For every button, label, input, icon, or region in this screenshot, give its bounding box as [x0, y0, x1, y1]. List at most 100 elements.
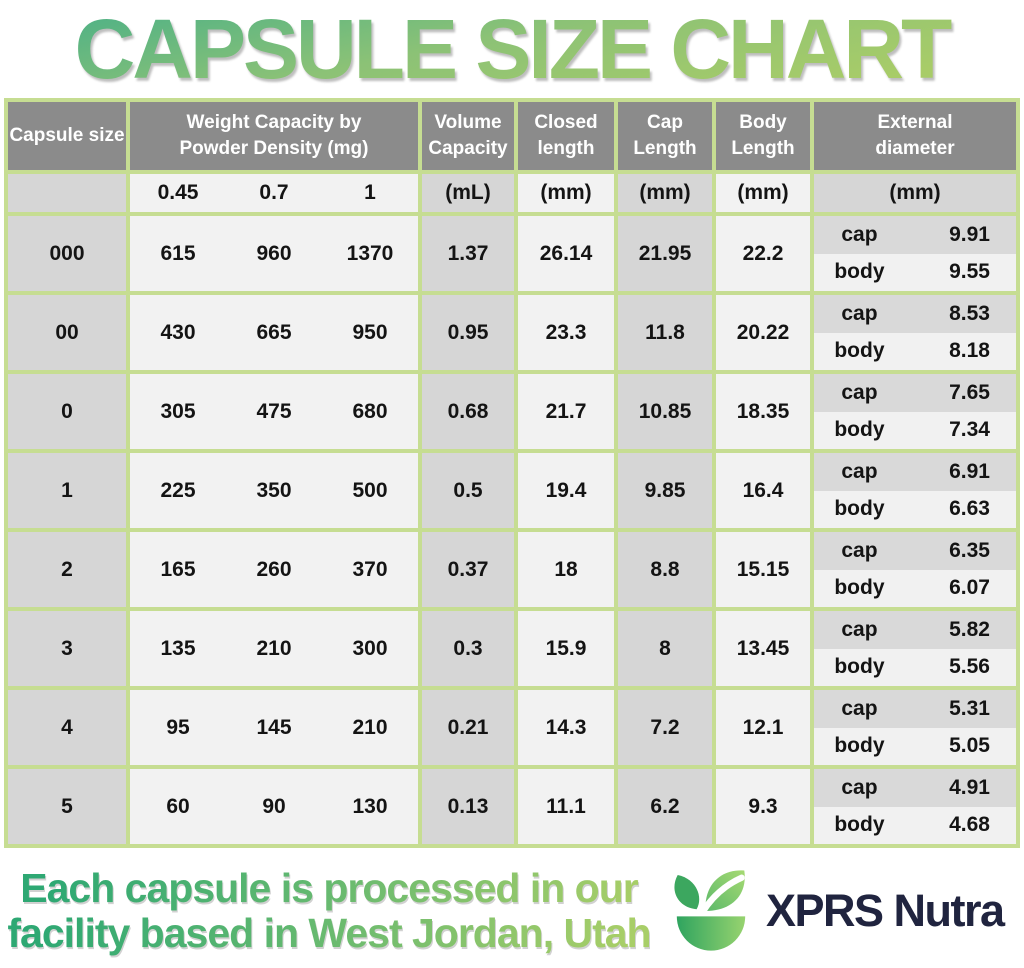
- table-row: 00 430 665 950 0.95 23.3 11.8 20.22 cap …: [8, 295, 1016, 370]
- table-header-row: Capsule size Weight Capacity by Powder D…: [8, 102, 1016, 170]
- external-diameter-cell: cap 6.35 body 6.07: [814, 532, 1016, 607]
- external-cap-label: cap: [841, 696, 878, 720]
- external-cap-label: cap: [841, 301, 878, 325]
- capsule-size-cell: 1: [8, 453, 126, 528]
- external-body-label: body: [834, 734, 885, 758]
- header-cap-length: Cap Length: [618, 102, 712, 170]
- table-units-row: 0.45 0.7 1 (mL) (mm) (mm) (mm) (mm): [8, 174, 1016, 212]
- weight-capacity-cell: 225 350 500: [130, 453, 418, 528]
- weight-07-value: 145: [256, 715, 292, 739]
- capsule-size-cell: 3: [8, 611, 126, 686]
- capsule-size-table: Capsule size Weight Capacity by Powder D…: [4, 98, 1020, 848]
- volume-capacity-cell: 0.13: [422, 769, 514, 844]
- weight-1-value: 370: [352, 557, 388, 581]
- body-length-cell: 13.45: [716, 611, 810, 686]
- capsule-size-cell: 00: [8, 295, 126, 370]
- external-body-row: body 5.56: [814, 648, 1016, 686]
- footer-note: Each capsule is processed in our facilit…: [0, 866, 658, 956]
- external-body-label: body: [834, 655, 885, 679]
- external-cap-row: cap 6.91: [814, 453, 1016, 491]
- closed-length-cell: 26.14: [518, 216, 614, 291]
- external-body-value: 4.68: [949, 813, 990, 837]
- external-body-row: body 6.63: [814, 490, 1016, 528]
- weight-capacity-cell: 95 145 210: [130, 690, 418, 765]
- weight-1-value: 300: [352, 636, 388, 660]
- external-cap-label: cap: [841, 380, 878, 404]
- page-title: CAPSULE SIZE CHART: [0, 2, 1024, 96]
- weight-1-value: 1370: [346, 241, 394, 265]
- weight-capacity-cell: 615 960 1370: [130, 216, 418, 291]
- weight-07-value: 260: [256, 557, 292, 581]
- weight-045-value: 615: [160, 241, 196, 265]
- body-length-cell: 16.4: [716, 453, 810, 528]
- closed-length-cell: 21.7: [518, 374, 614, 449]
- volume-capacity-cell: 0.37: [422, 532, 514, 607]
- header-body-length: Body Length: [716, 102, 810, 170]
- external-body-label: body: [834, 576, 885, 600]
- table-row: 3 135 210 300 0.3 15.9 8 13.45 cap 5.82 …: [8, 611, 1016, 686]
- external-body-label: body: [834, 260, 885, 284]
- external-cap-value: 4.91: [949, 775, 990, 799]
- table-body: 000 615 960 1370 1.37 26.14 21.95 22.2 c…: [8, 216, 1016, 844]
- volume-capacity-cell: 0.95: [422, 295, 514, 370]
- external-cap-row: cap 5.31: [814, 690, 1016, 728]
- external-cap-label: cap: [841, 775, 878, 799]
- weight-07-value: 960: [256, 241, 292, 265]
- external-body-label: body: [834, 497, 885, 521]
- external-body-row: body 4.68: [814, 806, 1016, 844]
- external-body-label: body: [834, 418, 885, 442]
- brand-name: XPRS Nutra: [766, 885, 1005, 937]
- cap-length-cell: 11.8: [618, 295, 712, 370]
- weight-07-value: 210: [256, 636, 292, 660]
- external-diameter-cell: cap 6.91 body 6.63: [814, 453, 1016, 528]
- cap-length-cell: 10.85: [618, 374, 712, 449]
- header-volume-capacity: Volume Capacity: [422, 102, 514, 170]
- external-diameter-cell: cap 5.31 body 5.05: [814, 690, 1016, 765]
- header-capsule-size: Capsule size: [8, 102, 126, 170]
- external-cap-value: 9.91: [949, 222, 990, 246]
- weight-1-value: 950: [352, 320, 388, 344]
- cap-length-cell: 7.2: [618, 690, 712, 765]
- density-045: 0.45: [157, 181, 199, 204]
- units-external: (mm): [814, 174, 1016, 212]
- closed-length-cell: 19.4: [518, 453, 614, 528]
- external-cap-value: 7.65: [949, 380, 990, 404]
- cap-length-cell: 6.2: [618, 769, 712, 844]
- footer-line-1: Each capsule is processed in our: [20, 865, 638, 911]
- external-cap-row: cap 9.91: [814, 216, 1016, 254]
- external-body-label: body: [834, 339, 885, 363]
- external-cap-row: cap 4.91: [814, 769, 1016, 807]
- volume-capacity-cell: 0.3: [422, 611, 514, 686]
- table-row: 5 60 90 130 0.13 11.1 6.2 9.3 cap 4.91 b…: [8, 769, 1016, 844]
- external-body-row: body 7.34: [814, 411, 1016, 449]
- closed-length-cell: 15.9: [518, 611, 614, 686]
- body-length-cell: 15.15: [716, 532, 810, 607]
- capsule-size-cell: 2: [8, 532, 126, 607]
- volume-capacity-cell: 0.68: [422, 374, 514, 449]
- weight-capacity-cell: 305 475 680: [130, 374, 418, 449]
- weight-045-value: 95: [166, 715, 190, 739]
- table-row: 2 165 260 370 0.37 18 8.8 15.15 cap 6.35…: [8, 532, 1016, 607]
- weight-1-value: 210: [352, 715, 388, 739]
- table-row: 1 225 350 500 0.5 19.4 9.85 16.4 cap 6.9…: [8, 453, 1016, 528]
- external-cap-label: cap: [841, 459, 878, 483]
- body-length-cell: 20.22: [716, 295, 810, 370]
- weight-07-value: 665: [256, 320, 292, 344]
- external-diameter-cell: cap 7.65 body 7.34: [814, 374, 1016, 449]
- units-cap: (mm): [618, 174, 712, 212]
- body-length-cell: 9.3: [716, 769, 810, 844]
- external-cap-label: cap: [841, 222, 878, 246]
- external-body-value: 9.55: [949, 260, 990, 284]
- density-1: 1: [364, 181, 376, 204]
- external-cap-row: cap 6.35: [814, 532, 1016, 570]
- cap-length-cell: 8: [618, 611, 712, 686]
- capsule-size-cell: 5: [8, 769, 126, 844]
- weight-045-value: 135: [160, 636, 196, 660]
- capsule-size-cell: 000: [8, 216, 126, 291]
- header-external-diameter: External diameter: [814, 102, 1016, 170]
- weight-07-value: 475: [256, 399, 292, 423]
- external-cap-row: cap 8.53: [814, 295, 1016, 333]
- cap-length-cell: 8.8: [618, 532, 712, 607]
- external-diameter-cell: cap 9.91 body 9.55: [814, 216, 1016, 291]
- weight-045-value: 225: [160, 478, 196, 502]
